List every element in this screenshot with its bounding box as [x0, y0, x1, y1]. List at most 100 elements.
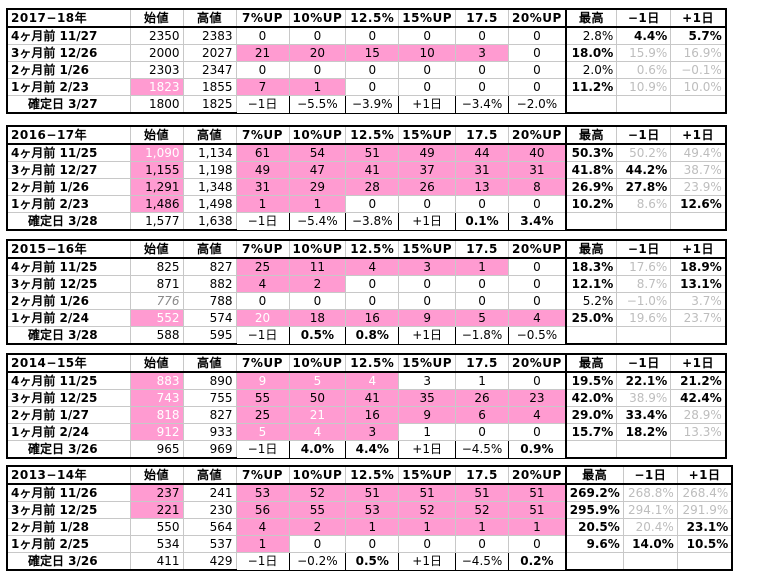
- cell-p175[interactable]: 0: [455, 61, 510, 79]
- row-label[interactable]: 確定日 3/26: [6, 440, 131, 459]
- row-label[interactable]: 1ヶ月前 2/24: [6, 309, 131, 327]
- cell-p20[interactable]: 0: [508, 371, 567, 390]
- cell-p10[interactable]: 5: [288, 371, 347, 390]
- cell-p125[interactable]: 0: [345, 78, 400, 96]
- cell-max[interactable]: 9.6%: [564, 535, 624, 553]
- cell-p125[interactable]: 15: [345, 44, 400, 62]
- row-label[interactable]: 4ヶ月前 11/25: [6, 371, 131, 390]
- cell-max[interactable]: 2.8%: [564, 26, 618, 45]
- column-header[interactable]: 17.5: [455, 353, 510, 373]
- cell-p7[interactable]: 7: [235, 78, 290, 96]
- cell-p125[interactable]: 3: [345, 423, 400, 441]
- cell-high[interactable]: 230: [182, 501, 237, 519]
- cell-p1[interactable]: 42.4%: [670, 389, 727, 407]
- cell-p20[interactable]: 1: [508, 518, 567, 536]
- cell-p7[interactable]: 31: [235, 178, 290, 196]
- cell-p15[interactable]: 0: [398, 535, 457, 553]
- cell-high[interactable]: 827: [182, 257, 237, 276]
- cell-m1[interactable]: 22.1%: [616, 371, 672, 390]
- cell-p175[interactable]: 1: [455, 518, 510, 536]
- cell-p20[interactable]: 0: [508, 78, 567, 96]
- cell-p7[interactable]: 1: [235, 535, 290, 553]
- cell-p1[interactable]: 38.7%: [670, 161, 727, 179]
- cell-m1[interactable]: 19.6%: [616, 309, 672, 327]
- column-header[interactable]: 最高: [564, 239, 618, 259]
- cell-high[interactable]: 882: [182, 275, 237, 293]
- column-header[interactable]: 17.5: [455, 125, 510, 145]
- cell-high[interactable]: 755: [182, 389, 237, 407]
- row-label[interactable]: 2ヶ月前 1/28: [6, 518, 131, 536]
- cell-p7[interactable]: 4: [235, 275, 290, 293]
- cell-high[interactable]: 537: [182, 535, 237, 553]
- cell-p7[interactable]: 5: [235, 423, 290, 441]
- cell-high[interactable]: 574: [182, 309, 237, 327]
- cell-p7[interactable]: 55: [235, 389, 290, 407]
- cell-p175[interactable]: 1: [455, 371, 510, 390]
- column-header[interactable]: 17.5: [455, 8, 510, 28]
- cell-p125[interactable]: 4: [345, 371, 400, 390]
- cell-max[interactable]: [564, 552, 624, 571]
- cell-p10[interactable]: 1: [288, 78, 347, 96]
- cell-max[interactable]: 41.8%: [564, 161, 618, 179]
- cell-high[interactable]: 2027: [182, 44, 237, 62]
- cell-max[interactable]: 18.0%: [564, 44, 618, 62]
- cell-p20[interactable]: 23: [508, 389, 567, 407]
- cell-p175[interactable]: −4.5%: [455, 552, 510, 571]
- cell-p1[interactable]: 268.4%: [676, 483, 734, 502]
- cell-p20[interactable]: 0.9%: [508, 440, 567, 459]
- cell-p125[interactable]: 0.8%: [345, 326, 400, 345]
- cell-open[interactable]: 1800: [129, 95, 184, 114]
- cell-high[interactable]: 2347: [182, 61, 237, 79]
- cell-p1[interactable]: 12.6%: [670, 195, 727, 213]
- row-label[interactable]: 1ヶ月前 2/23: [6, 195, 131, 213]
- cell-p10[interactable]: 55: [288, 501, 347, 519]
- cell-p10[interactable]: 21: [288, 406, 347, 424]
- cell-max[interactable]: 19.5%: [564, 371, 618, 390]
- column-header[interactable]: 最高: [564, 353, 618, 373]
- cell-p20[interactable]: 0: [508, 423, 567, 441]
- cell-p1[interactable]: [670, 212, 727, 231]
- row-label[interactable]: 確定日 3/28: [6, 212, 131, 231]
- cell-max[interactable]: [564, 440, 618, 459]
- cell-p1[interactable]: 13.3%: [670, 423, 727, 441]
- cell-max[interactable]: 269.2%: [564, 483, 624, 502]
- column-header[interactable]: 10%UP: [288, 8, 347, 28]
- cell-p20[interactable]: 31: [508, 161, 567, 179]
- cell-p20[interactable]: 0: [508, 195, 567, 213]
- cell-p1[interactable]: 291.9%: [676, 501, 734, 519]
- cell-p15[interactable]: 9: [398, 309, 457, 327]
- cell-p125[interactable]: 0: [345, 195, 400, 213]
- cell-p175[interactable]: 44: [455, 143, 510, 162]
- column-header[interactable]: 高値: [182, 465, 237, 485]
- cell-p15[interactable]: +1日: [398, 95, 457, 114]
- cell-max[interactable]: 29.0%: [564, 406, 618, 424]
- cell-p10[interactable]: 4.0%: [288, 440, 347, 459]
- cell-p15[interactable]: +1日: [398, 326, 457, 345]
- cell-p20[interactable]: 0: [508, 292, 567, 310]
- column-header[interactable]: 最高: [564, 125, 618, 145]
- cell-m1[interactable]: [616, 326, 672, 345]
- cell-p1[interactable]: 28.9%: [670, 406, 727, 424]
- column-header[interactable]: 高値: [182, 353, 237, 373]
- cell-p15[interactable]: +1日: [398, 552, 457, 571]
- cell-p125[interactable]: 28: [345, 178, 400, 196]
- cell-m1[interactable]: −1.0%: [616, 292, 672, 310]
- column-header[interactable]: 20%UP: [508, 8, 567, 28]
- cell-p15[interactable]: 0: [398, 61, 457, 79]
- column-header[interactable]: −1日: [622, 465, 678, 485]
- cell-m1[interactable]: 50.2%: [616, 143, 672, 162]
- cell-p20[interactable]: 8: [508, 178, 567, 196]
- cell-m1[interactable]: 14.0%: [622, 535, 678, 553]
- row-label[interactable]: 3ヶ月前 12/25: [6, 501, 131, 519]
- column-header[interactable]: +1日: [670, 8, 727, 28]
- cell-high[interactable]: 1825: [182, 95, 237, 114]
- cell-p7[interactable]: 25: [235, 257, 290, 276]
- column-header[interactable]: 最高: [564, 465, 624, 485]
- cell-p1[interactable]: −0.1%: [670, 61, 727, 79]
- column-header[interactable]: 始値: [129, 465, 184, 485]
- column-header[interactable]: 12.5%: [345, 465, 400, 485]
- cell-high[interactable]: 1,348: [182, 178, 237, 196]
- cell-open[interactable]: 2303: [129, 61, 184, 79]
- cell-p125[interactable]: 0: [345, 275, 400, 293]
- cell-p15[interactable]: 0: [398, 292, 457, 310]
